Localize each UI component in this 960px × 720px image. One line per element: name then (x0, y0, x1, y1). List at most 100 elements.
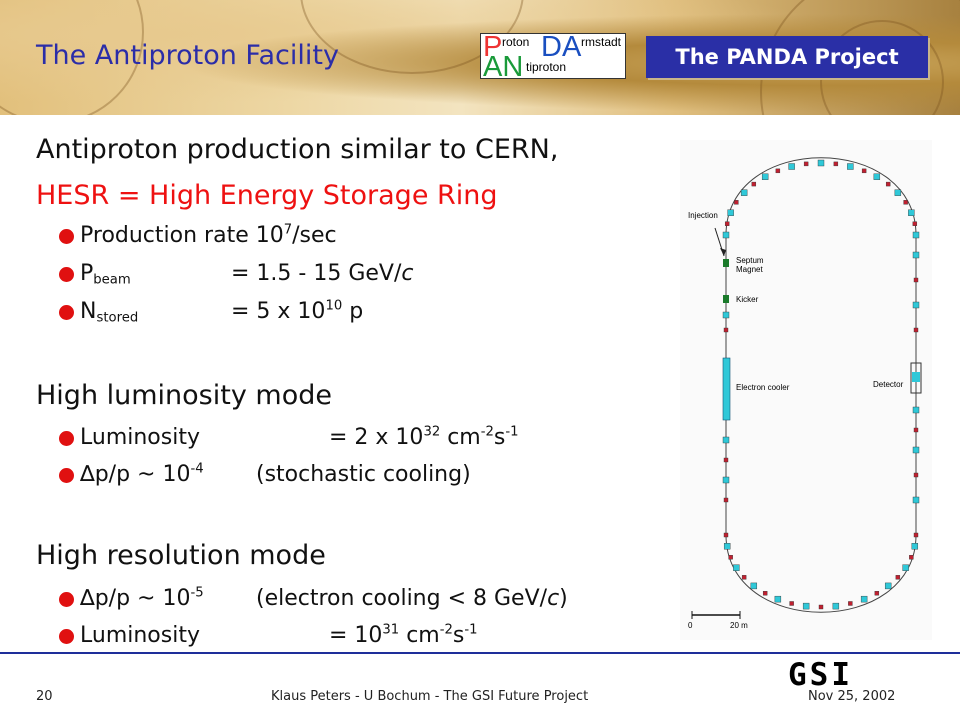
dipole-magnet (803, 161, 809, 167)
footer-rule (0, 652, 960, 654)
hl-lumi-cm: cm (440, 425, 481, 450)
quadrupole-magnet (750, 582, 758, 590)
quadrupole-magnet (908, 209, 915, 216)
hr-lumi-s-exp: -1 (464, 622, 478, 638)
dipole-magnet (833, 161, 839, 167)
label-injection: Injection (688, 211, 718, 220)
quadrupole-magnet (817, 159, 825, 167)
arrow-head-icon (720, 248, 726, 256)
hl-dp-exp: -4 (190, 461, 204, 477)
label-magnet: Magnet (736, 265, 763, 274)
hl-momentum-spread: ∆p/p ~ 10-4 (80, 462, 204, 487)
pbeam-p: P (80, 261, 94, 286)
dipole-magnet (789, 601, 794, 606)
bullet-icon (59, 629, 74, 644)
dipole-magnet (913, 277, 919, 283)
hesr-ring-diagram: Injection Septum Magnet Kicker Electron … (680, 140, 932, 640)
quadrupole-magnet (847, 163, 854, 170)
quadrupole-magnet (802, 602, 810, 610)
pbeam-value-c: c (401, 261, 414, 286)
label-kicker: Kicker (736, 295, 759, 304)
intro-line-1: Antiproton production similar to CERN, (36, 134, 559, 165)
intro-line-2: HESR = High Energy Storage Ring (36, 180, 498, 211)
bullet-icon (59, 592, 74, 607)
dipole-magnet (885, 181, 891, 187)
logo-p: P (483, 31, 503, 63)
dipole-magnet (762, 591, 768, 596)
hl-lumi-cm-exp: -2 (480, 424, 494, 440)
quadrupole-magnet (727, 209, 734, 216)
hr-dp-text: p/p ~ 10 (94, 586, 191, 611)
hr-dp-note: (electron cooling < 8 GeV/c) (256, 586, 568, 611)
quadrupole-magnet (912, 301, 920, 309)
hr-lumi-value-text: = 10 (329, 623, 383, 648)
logo-an: AN (483, 51, 524, 83)
high-luminosity-heading: High luminosity mode (36, 380, 332, 411)
high-resolution-heading: High resolution mode (36, 540, 326, 571)
quadrupole-magnet (902, 564, 909, 571)
dipole-magnet (723, 457, 729, 463)
dipole-magnet (913, 327, 919, 333)
scale-label-length: 20 m (730, 621, 748, 630)
dipole-magnet (723, 532, 729, 538)
dipole-magnet (913, 427, 919, 433)
quadrupole-magnet (722, 436, 730, 444)
bullet-icon (59, 305, 74, 320)
gsi-logo: GSI (788, 657, 853, 693)
ring-lattice (722, 157, 920, 613)
quadrupole-magnet (912, 446, 920, 454)
page-number: 20 (36, 689, 53, 704)
hl-lumi-s: s (493, 425, 506, 450)
dipole-magnet (903, 200, 908, 205)
header-banner: The Antiproton Facility P roton DA rmsta… (0, 0, 960, 115)
hr-dp-note-b: ) (559, 586, 568, 611)
dipole-magnet (724, 221, 730, 226)
detector-element (912, 372, 920, 382)
hr-lumi-cm: cm (399, 623, 440, 648)
hl-dp-text: p/p ~ 10 (94, 462, 191, 487)
quadrupole-magnet (722, 476, 730, 484)
label-electron-cooler: Electron cooler (736, 383, 790, 392)
pbeam-label: Pbeam (80, 261, 131, 286)
quadrupole-magnet (733, 564, 740, 571)
hr-dp-exp: -5 (190, 585, 204, 601)
quadrupole-magnet (860, 595, 868, 603)
pbeam-value: = 1.5 - 15 GeV/c (231, 261, 413, 286)
logo-tiproton: tiproton (526, 60, 567, 74)
pbeam-value-a: = 1.5 - 15 GeV/ (231, 261, 402, 286)
quadrupole-magnet (723, 543, 731, 550)
nstored-unit: p (342, 299, 364, 324)
delta-symbol: ∆ (80, 462, 95, 487)
nstored-sub: stored (96, 310, 139, 326)
hl-luminosity-label: Luminosity (80, 425, 200, 450)
dipole-magnet (895, 575, 901, 580)
dipole-magnet (734, 200, 739, 205)
dipole-magnet (741, 575, 747, 580)
quadrupole-magnet (761, 173, 769, 180)
quadrupole-magnet (912, 496, 920, 504)
quadrupole-magnet (912, 251, 920, 259)
project-badge: The PANDA Project (646, 36, 928, 78)
quadrupole-magnet (788, 163, 795, 170)
septum-magnet-element (723, 259, 729, 267)
bullet-icon (59, 267, 74, 282)
hr-dp-note-c: c (547, 586, 560, 611)
label-detector: Detector (873, 380, 904, 389)
panda-logo: P roton DA rmstadt AN tiproton (480, 31, 626, 83)
quadrupole-magnet (774, 595, 782, 603)
quadrupole-magnet (832, 602, 840, 610)
hl-luminosity-value: = 2 x 1032 cm-2s-1 (329, 425, 519, 450)
hl-dp-note: (stochastic cooling) (256, 462, 471, 487)
quadrupole-magnet (884, 582, 892, 590)
rate-prefix: Production rate 10 (80, 223, 284, 248)
ring-svg: Injection Septum Magnet Kicker Electron … (688, 157, 922, 630)
quadrupole-magnet (911, 543, 919, 550)
hr-luminosity-value: = 1031 cm-2s-1 (329, 623, 478, 648)
hl-lumi-value-text: = 2 x 10 (329, 425, 424, 450)
nstored-n: N (80, 299, 97, 324)
dipole-magnet (912, 221, 918, 226)
nstored-value-text: = 5 x 10 (231, 299, 326, 324)
quadrupole-magnet (722, 231, 730, 239)
dipole-magnet (874, 591, 880, 596)
logo-roton: roton (502, 35, 530, 49)
